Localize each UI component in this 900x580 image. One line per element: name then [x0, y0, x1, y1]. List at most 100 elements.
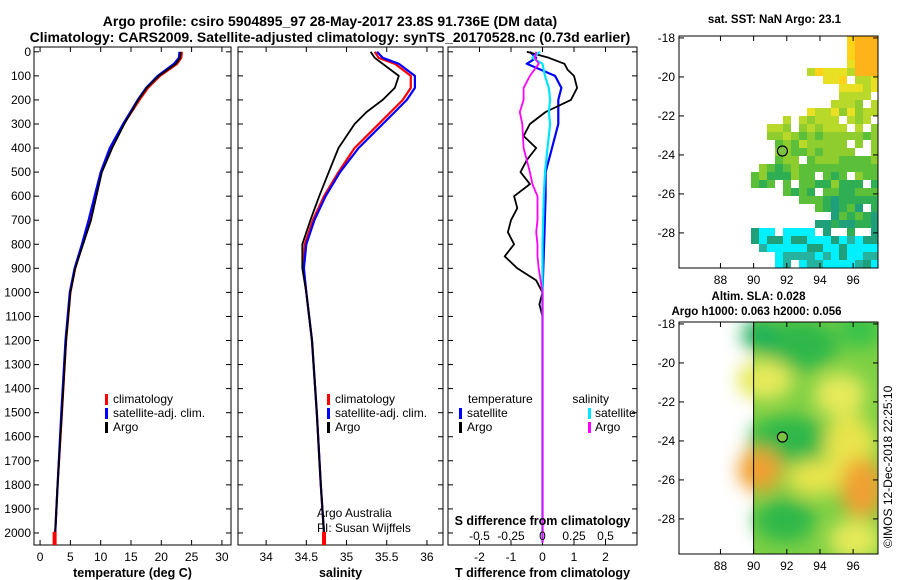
sst-cell	[847, 108, 855, 116]
sst-cell	[807, 140, 815, 148]
sst-cell	[855, 156, 863, 164]
sst-cell	[759, 164, 767, 172]
sla-map: -18 -20 -22 -24 -26 -28 88 90 92 94 96 Altim. SLA: …	[658, 291, 879, 573]
series-line-salinity-argo	[518, 51, 544, 543]
sst-cell	[855, 236, 863, 244]
sst-cell	[799, 244, 807, 252]
sst-cell	[791, 236, 799, 244]
sla-map-field	[737, 322, 878, 554]
sst-cell	[863, 44, 871, 52]
legend-swatch	[459, 422, 462, 433]
x-tick-label: 5	[67, 550, 74, 564]
sst-cell	[863, 220, 871, 228]
sst-cell	[815, 132, 823, 140]
figure-title-line1: Argo profile: csiro 5904895_97 28-May-20…	[102, 13, 558, 29]
legend-swatch	[588, 408, 591, 419]
sst-cell	[839, 164, 847, 172]
x-tick-label: 15	[124, 550, 138, 564]
sst-cell	[823, 108, 831, 116]
sst-cell	[815, 116, 823, 124]
x-tick-label: 30	[215, 550, 229, 564]
sst-cell	[871, 236, 878, 244]
sst-cell	[863, 92, 871, 100]
sst-cell	[807, 164, 815, 172]
x-tick-label: 10	[94, 550, 108, 564]
sst-cell	[823, 252, 831, 260]
y-tick-label: 0	[24, 45, 31, 59]
sst-cell	[847, 188, 855, 196]
sst-cell	[839, 100, 847, 108]
map-x-tick-label: 88	[714, 273, 728, 287]
sst-cell	[783, 132, 791, 140]
sst-cell	[775, 244, 783, 252]
sst-cell	[855, 212, 863, 220]
sst-cell	[871, 76, 878, 84]
sst-cell	[847, 244, 855, 252]
sst-cell	[799, 252, 807, 260]
x-tick-label: 35.5	[375, 550, 399, 564]
sst-cell	[847, 68, 855, 76]
sst-cell	[759, 180, 767, 188]
sst-cell	[863, 188, 871, 196]
sst-cell	[799, 164, 807, 172]
sst-cell	[791, 228, 799, 236]
sst-cell	[831, 116, 839, 124]
sst-cell	[839, 108, 847, 116]
sst-cell	[839, 204, 847, 212]
sst-cell	[791, 252, 799, 260]
x-tick-label: 2	[602, 550, 609, 564]
sst-cell	[863, 36, 871, 44]
secondary-tick-label: -0.5	[469, 529, 490, 543]
sst-cell	[855, 76, 863, 84]
sst-cell	[799, 140, 807, 148]
sst-cell	[831, 204, 839, 212]
map-y-tick-label: -28	[658, 226, 676, 240]
sst-cell	[871, 60, 878, 68]
sst-cell	[831, 140, 839, 148]
sla-anomaly-patch	[787, 460, 843, 496]
sst-cell	[783, 252, 791, 260]
sst-cell	[815, 140, 823, 148]
sst-cell	[871, 156, 878, 164]
sst-cell	[751, 228, 759, 236]
sst-cell	[751, 180, 759, 188]
sst-cell	[799, 116, 807, 124]
legend-heading: temperature	[468, 392, 533, 406]
sst-cell	[767, 164, 775, 172]
sst-cell	[871, 84, 878, 92]
sst-cell	[839, 196, 847, 204]
sst-cell	[871, 180, 878, 188]
panel-frame-salinity	[237, 46, 444, 546]
x-tick-label: 36	[420, 550, 434, 564]
sst-cell	[815, 124, 823, 132]
sst-cell	[791, 140, 799, 148]
secondary-tick-label: -0.25	[497, 529, 525, 543]
sst-cell	[799, 132, 807, 140]
sst-cell	[871, 100, 878, 108]
sst-cell	[871, 68, 878, 76]
legend-entry: satellite	[595, 406, 636, 420]
sst-cell	[831, 236, 839, 244]
sst-cell	[831, 212, 839, 220]
sst-cell	[823, 156, 831, 164]
sst-cell	[855, 252, 863, 260]
sst-cell	[839, 156, 847, 164]
map-frame	[678, 321, 879, 555]
y-tick-label: 1800	[4, 478, 31, 492]
sst-cell	[775, 164, 783, 172]
sst-cell	[863, 84, 871, 92]
credit-argo-australia: Argo Australia	[317, 506, 392, 520]
sst-cell	[839, 172, 847, 180]
map-y-tick-label: -24	[658, 434, 676, 448]
sst-cell	[855, 164, 863, 172]
sst-cell	[855, 60, 863, 68]
sst-cell	[831, 196, 839, 204]
x-axis-label: salinity	[319, 566, 362, 580]
sst-cell	[855, 140, 863, 148]
sst-cell	[855, 44, 863, 52]
sst-cell	[839, 140, 847, 148]
sla-anomaly-patch	[814, 373, 866, 417]
sst-cell	[799, 260, 807, 268]
sst-cell	[863, 60, 871, 68]
